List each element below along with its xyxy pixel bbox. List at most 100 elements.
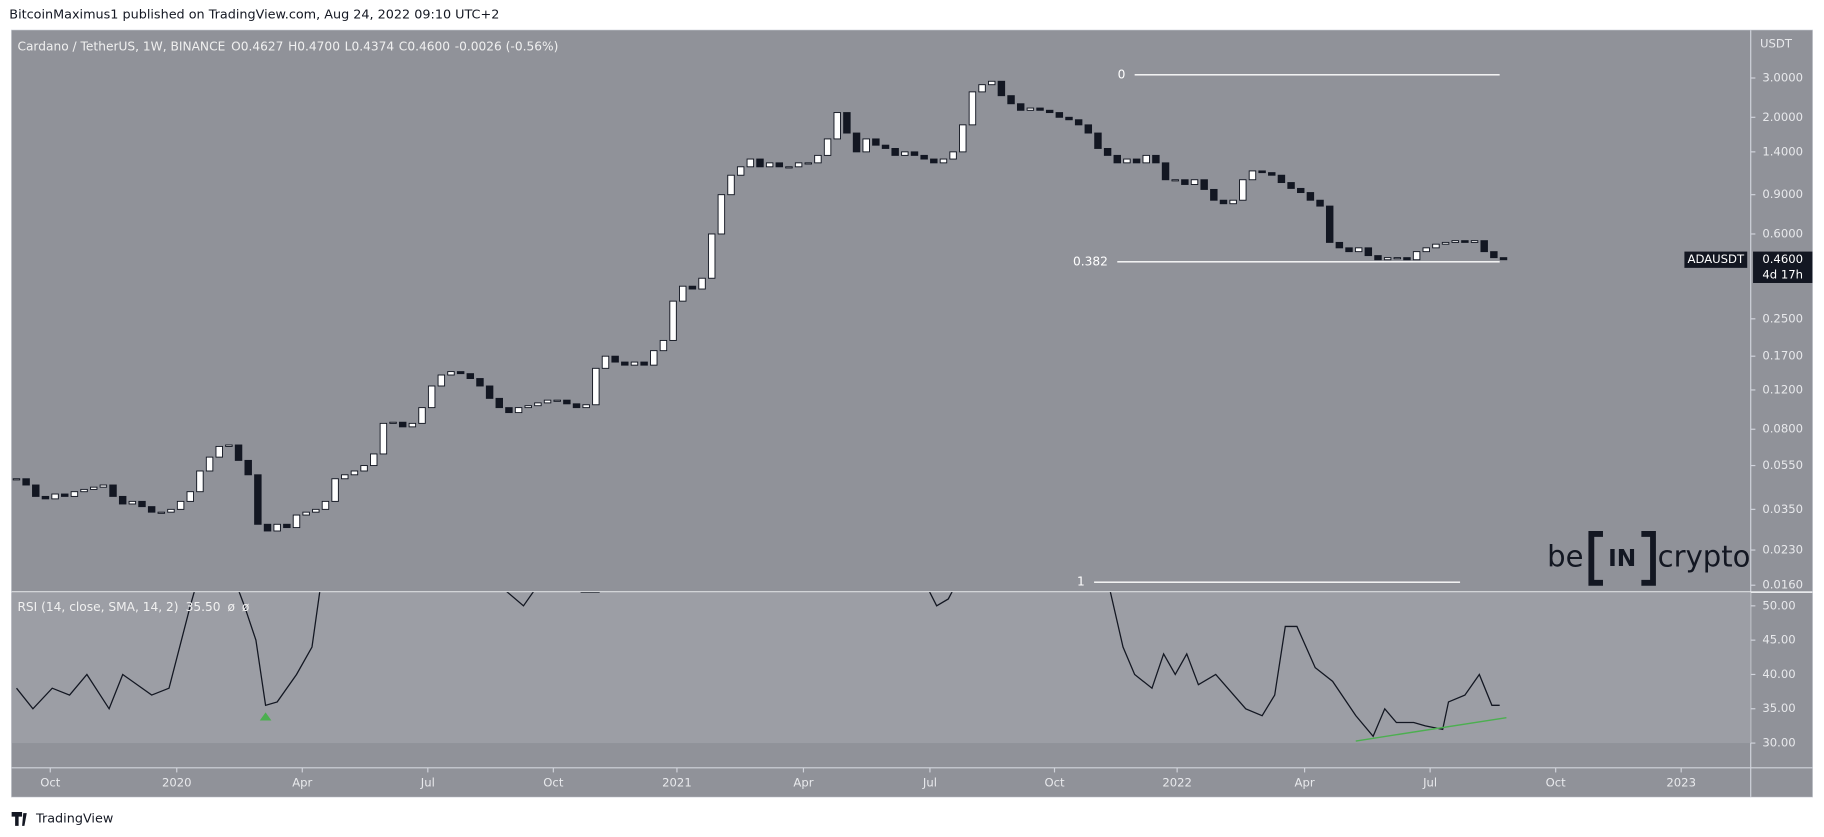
candle [630,361,639,366]
candle [1026,107,1035,111]
ohlc-key: L [345,39,352,53]
candle [814,154,822,164]
rsi-plot [11,592,1751,744]
candle [1325,205,1334,243]
x-tick-label: Apr [292,775,312,789]
candle [1412,251,1421,261]
candle [1345,247,1353,253]
time-axis [11,767,1813,797]
candle [688,285,697,290]
candle [1258,170,1266,174]
candle [331,478,339,502]
candle [891,147,899,156]
candle [611,355,619,363]
candle [997,80,1006,97]
candle [1470,240,1479,243]
candle [418,407,426,424]
candle [978,84,986,93]
candle [1403,257,1411,261]
candle [679,285,687,302]
candle [109,484,117,497]
candle [1432,243,1440,249]
watermark-bracket [1588,531,1656,586]
candle [852,132,861,153]
watermark-text: crypto [1658,539,1751,573]
candle [292,514,301,529]
candle [360,465,368,472]
rsi-line [16,592,1500,738]
candle [765,162,774,168]
countdown: 4d 17h [1762,267,1803,281]
candle [514,407,523,414]
y-tick-label: 0.1200 [1762,382,1803,396]
x-tick-label: 2020 [162,775,192,789]
y-tick-label: 0.0350 [1762,502,1803,516]
rsi-legend: RSI (14, close, SMA, 14, 2) 35.50 ø ø [17,600,249,614]
candle [1161,162,1170,181]
candle [1016,103,1025,111]
candle [698,277,706,290]
candle [1190,179,1199,185]
candle [215,445,223,458]
y-tick-label: 1.4000 [1762,144,1803,158]
x-tick-label: Apr [1295,775,1315,789]
change: -0.0026 (-0.56%) [455,39,559,53]
candle [41,495,50,500]
ohlc-value: 0.4700 [297,39,340,53]
candle [1036,107,1044,111]
candle [1152,154,1160,164]
x-tick-label: Oct [543,775,564,789]
fib-label: 0.382 [1073,254,1108,268]
candle [1499,257,1508,261]
candle [398,421,407,428]
candle [659,339,668,352]
candle [89,486,98,490]
y-tick-label: 3.0000 [1762,71,1803,85]
candle [534,402,542,407]
rsi-band [11,592,1751,744]
legend-title: Cardano / TetherUS, 1W, BINANCE [17,39,225,53]
candle [775,162,784,168]
y-tick-label: 0.0800 [1762,422,1803,436]
candle [427,385,436,409]
candle [756,158,764,168]
candle [1287,182,1295,189]
candle [485,385,494,399]
candle [51,493,59,500]
candle [1297,187,1305,194]
candle [1219,199,1228,205]
y-tick-label: 0.0160 [1762,578,1803,592]
x-tick-label: 2023 [1666,775,1696,789]
candle [1374,255,1382,261]
candle [1181,179,1189,185]
footer-brand: TradingView [35,811,113,826]
x-tick-label: 2022 [1162,775,1192,789]
price-tag-label: 0.4600 [1762,252,1803,266]
candle [601,355,610,369]
candle [1461,240,1469,243]
candle [1383,257,1392,261]
candle [1171,179,1179,182]
ohlc-key: O [231,39,241,53]
candle [456,371,465,375]
candle [157,511,166,514]
candle [1007,95,1015,105]
candle [1354,247,1363,253]
y-tick-label: 2.0000 [1762,110,1803,124]
candle [949,151,957,160]
y-tick-label: 45.00 [1762,633,1795,647]
candle [1103,147,1112,156]
y-tick-label: 40.00 [1762,667,1795,681]
candle [80,488,88,493]
candle [1422,247,1430,253]
candle [1480,240,1488,253]
candle [939,158,948,164]
candle [70,491,79,497]
candle [1277,174,1286,184]
candle [176,500,185,510]
candle [1084,124,1093,134]
candle [707,233,716,279]
candle [1123,158,1131,164]
price-pane [11,30,1751,593]
symbol-name: ADAUSDT [1688,252,1745,266]
